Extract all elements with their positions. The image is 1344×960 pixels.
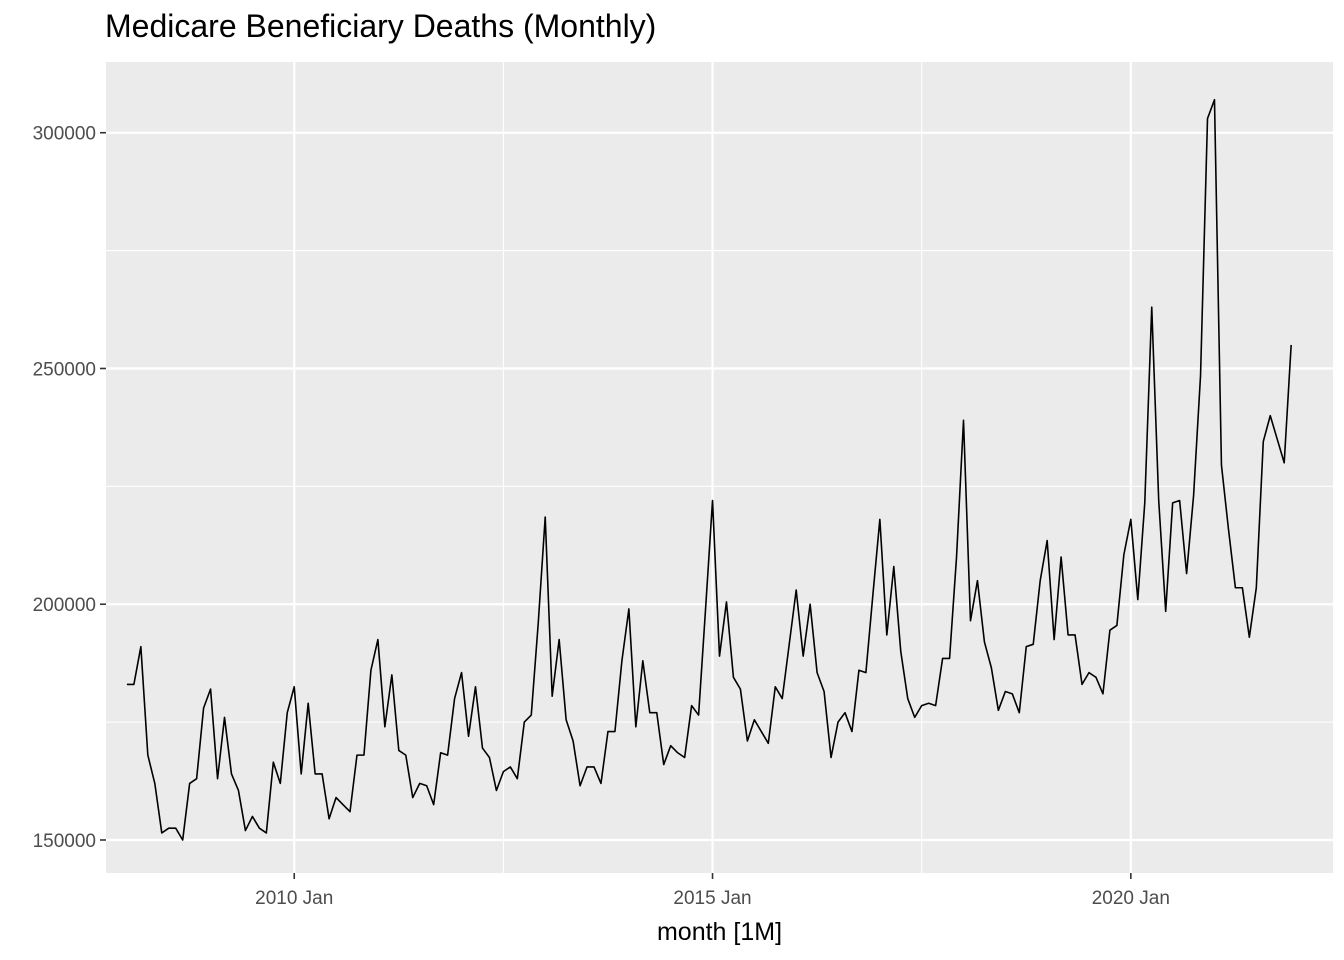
x-tick-label: 2010 Jan (255, 888, 333, 909)
y-tick-label: 200000 (33, 595, 96, 616)
x-axis-title: month [1M] (657, 918, 782, 946)
y-tick-label: 250000 (33, 359, 96, 380)
axis-ticks: 150000 200000 250000 300000 2010 Jan 2015 Jan… (33, 124, 1170, 909)
y-tick-label: 150000 (33, 831, 96, 852)
x-tick-label: 2020 Jan (1092, 888, 1170, 909)
gridlines (106, 62, 1333, 873)
y-tick-label: 300000 (33, 124, 96, 145)
plot-panel (106, 62, 1333, 873)
series-line (126, 98, 1292, 841)
chart-title: Medicare Beneficiary Deaths (Monthly) (105, 8, 657, 44)
x-tick-label: 2015 Jan (673, 888, 751, 909)
